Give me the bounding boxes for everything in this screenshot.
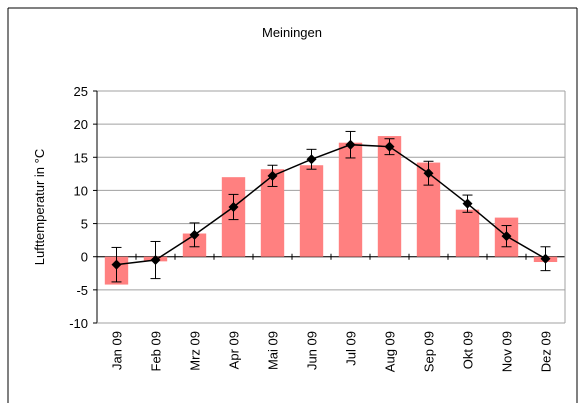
line [116, 143, 546, 266]
y-tick-label: 0 [81, 250, 88, 265]
x-tick-label: Okt 09 [461, 331, 476, 369]
marker [423, 168, 434, 179]
x-tick-label: Nov 09 [500, 331, 515, 372]
marker [501, 231, 512, 242]
y-tick-label: -5 [76, 283, 88, 298]
bar [260, 169, 285, 257]
marker [462, 198, 473, 209]
y-tick-label: 10 [74, 183, 88, 198]
x-tick-label: Apr 09 [227, 331, 242, 369]
marker [540, 253, 551, 264]
y-tick-label: -10 [69, 316, 88, 331]
y-tick-label: 20 [74, 117, 88, 132]
x-tick-label: Mai 09 [266, 331, 281, 370]
x-tick-label: Jul 09 [344, 331, 359, 366]
bar [455, 209, 480, 257]
y-tick-label: 15 [74, 150, 88, 165]
x-tick-label: Jan 09 [110, 331, 125, 370]
x-tick-label: Mrz 09 [188, 331, 203, 371]
bar [299, 165, 324, 257]
y-tick-label: 5 [81, 217, 88, 232]
marker [267, 170, 278, 181]
bar [416, 162, 441, 257]
marker [306, 154, 317, 165]
marker [111, 259, 122, 270]
y-tick-label: 25 [74, 84, 88, 99]
x-tick-label: Jun 09 [305, 331, 320, 370]
marker [384, 141, 395, 152]
chart-title: Meiningen [262, 25, 322, 40]
x-tick-label: Sep 09 [422, 331, 437, 372]
marker [189, 229, 200, 240]
bar [338, 142, 363, 257]
y-axis-label: Lufttemperatur in °C [32, 149, 47, 265]
marker [150, 255, 161, 266]
x-tick-label: Feb 09 [149, 331, 164, 371]
bar [377, 136, 402, 257]
marker [345, 139, 356, 150]
marker [228, 202, 239, 212]
x-tick-label: Dez 09 [539, 331, 554, 372]
x-tick-label: Aug 09 [383, 331, 398, 372]
